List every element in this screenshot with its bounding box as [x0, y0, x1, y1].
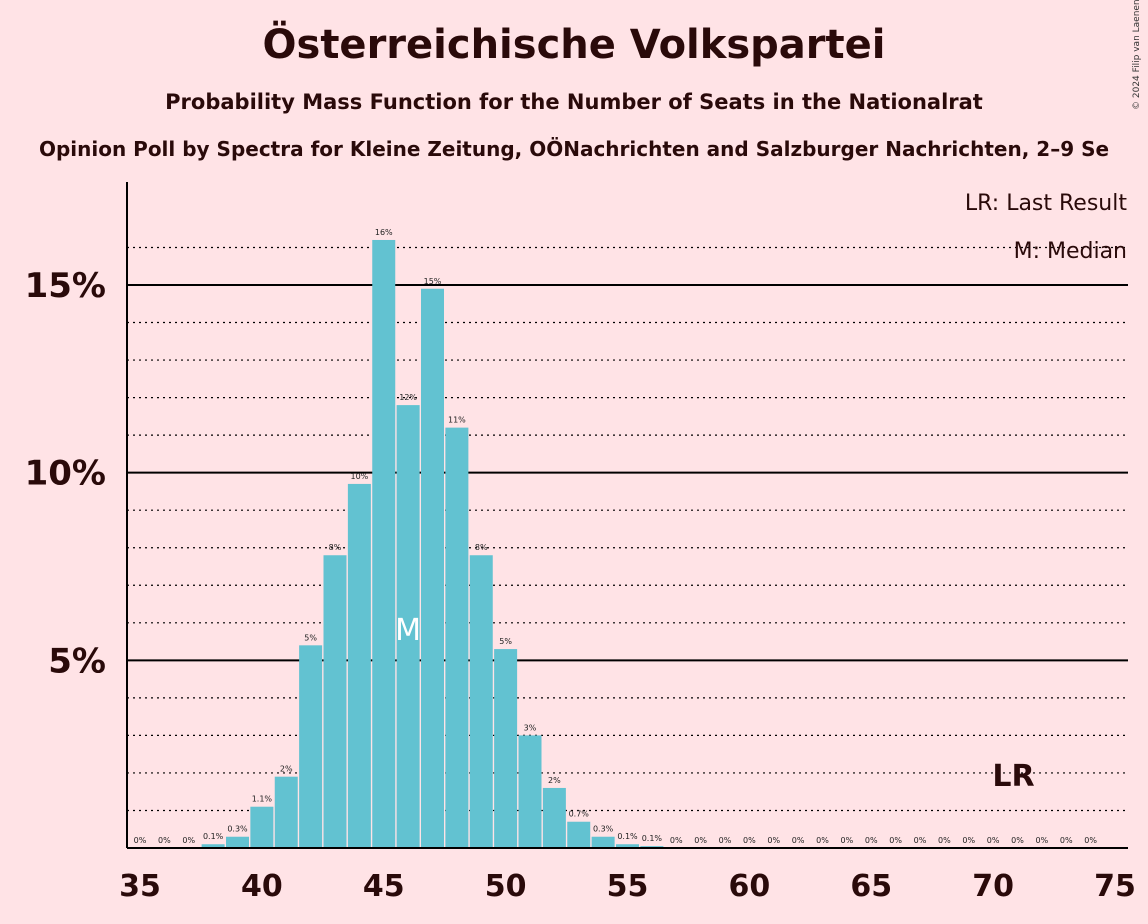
bar-seat-49 — [469, 555, 493, 848]
bar-label-seat-54: 0.3% — [593, 825, 614, 834]
bar-label-seat-50: 5% — [499, 637, 512, 646]
markers: M LR — [395, 613, 1034, 794]
bar-label-seat-41: 2% — [280, 765, 293, 774]
bar-seat-53 — [567, 821, 591, 848]
bar-seat-52 — [542, 787, 566, 848]
bar-label-seat-57: 0% — [670, 836, 683, 845]
axes — [126, 182, 1128, 849]
bar-seat-50 — [494, 649, 518, 848]
chart-title: Österreichische Volkspartei — [262, 22, 886, 68]
bar-seat-54 — [591, 836, 615, 848]
bar-seat-38 — [201, 844, 225, 848]
bar-label-seat-70: 0% — [987, 836, 1000, 845]
bar-label-seat-48: 11% — [448, 416, 466, 425]
bar-label-seat-45: 16% — [375, 228, 393, 237]
bar-label-seat-58: 0% — [694, 836, 707, 845]
y-tick-labels: 5% 10% 15% — [25, 266, 106, 681]
bar-label-seat-37: 0% — [182, 836, 195, 845]
x-tick-75: 75 — [1094, 869, 1136, 904]
y-tick-5: 5% — [48, 641, 106, 681]
bar-seat-45 — [372, 239, 396, 848]
x-tick-labels: 35 40 45 50 55 60 65 70 75 — [119, 869, 1136, 904]
bar-seat-48 — [445, 427, 469, 848]
poll-description: Opinion Poll by Spectra for Kleine Zeitu… — [38, 137, 1110, 161]
bar-seat-47 — [421, 288, 444, 849]
bar-label-seat-64: 0% — [841, 836, 854, 845]
bar-label-seat-40: 1.1% — [252, 795, 273, 804]
bar-label-seat-43: 8% — [329, 543, 342, 552]
bar-label-seat-65: 0% — [865, 836, 878, 845]
bar-label-seat-68: 0% — [938, 836, 951, 845]
x-tick-45: 45 — [363, 869, 405, 904]
bar-label-seat-39: 0.3% — [227, 825, 248, 834]
grid-lines — [127, 246, 1128, 812]
bar-label-seat-52: 2% — [548, 776, 561, 785]
x-tick-40: 40 — [241, 869, 283, 904]
bar-label-seat-72: 0% — [1036, 836, 1049, 845]
bar-label-seat-36: 0% — [158, 836, 171, 845]
bar-label-seat-69: 0% — [962, 836, 975, 845]
bar-seat-55 — [616, 844, 639, 848]
bar-label-seat-44: 10% — [350, 472, 368, 481]
bar-label-seat-53: 0.7% — [569, 810, 590, 819]
bar-seat-43 — [323, 555, 347, 848]
bar-label-seat-71: 0% — [1011, 836, 1024, 845]
x-tick-65: 65 — [850, 869, 892, 904]
bar-seat-44 — [347, 483, 371, 848]
bar-label-seat-61: 0% — [767, 836, 780, 845]
bar-label-seat-74: 0% — [1084, 836, 1097, 845]
bars — [201, 239, 664, 849]
bar-seat-46 — [396, 405, 420, 848]
x-tick-70: 70 — [972, 869, 1014, 904]
bar-seat-39 — [226, 836, 249, 848]
bar-label-seat-38: 0.1% — [203, 832, 224, 841]
bar-label-seat-73: 0% — [1060, 836, 1073, 845]
bar-label-seat-56: 0.1% — [642, 834, 663, 843]
x-tick-60: 60 — [729, 869, 771, 904]
chart-subtitle: Probability Mass Function for the Number… — [165, 90, 983, 114]
bar-seat-40 — [250, 806, 274, 848]
bar-label-seat-35: 0% — [134, 836, 147, 845]
legend-median: M: Median — [1014, 239, 1127, 264]
legend: LR: Last Result M: Median — [965, 191, 1127, 264]
x-tick-55: 55 — [607, 869, 649, 904]
y-tick-10: 10% — [25, 454, 106, 494]
bar-label-seat-66: 0% — [889, 836, 902, 845]
bar-label-seat-59: 0% — [719, 836, 732, 845]
last-result-marker: LR — [992, 759, 1034, 794]
bar-label-seat-49: 8% — [475, 543, 488, 552]
bar-label-seat-63: 0% — [816, 836, 829, 845]
bar-label-seat-62: 0% — [792, 836, 805, 845]
bar-label-seat-60: 0% — [743, 836, 756, 845]
bar-value-labels: 0% 0% 0% 0.1%0.3%1.1%2%5%8%10%16%12%15%11%8… — [134, 228, 1098, 845]
bar-label-seat-42: 5% — [304, 633, 317, 642]
bar-label-seat-46: 12% — [399, 393, 417, 402]
bar-label-seat-51: 3% — [524, 723, 537, 732]
y-tick-15: 15% — [25, 266, 106, 306]
median-marker: M — [395, 613, 421, 648]
x-tick-50: 50 — [485, 869, 527, 904]
bar-label-seat-67: 0% — [914, 836, 927, 845]
x-tick-35: 35 — [119, 869, 161, 904]
bar-seat-51 — [518, 735, 542, 848]
legend-last-result: LR: Last Result — [965, 191, 1127, 216]
bar-label-seat-47: 15% — [424, 277, 442, 286]
bar-seat-41 — [274, 776, 298, 848]
bar-label-seat-55: 0.1% — [617, 832, 638, 841]
bar-seat-42 — [299, 645, 323, 848]
